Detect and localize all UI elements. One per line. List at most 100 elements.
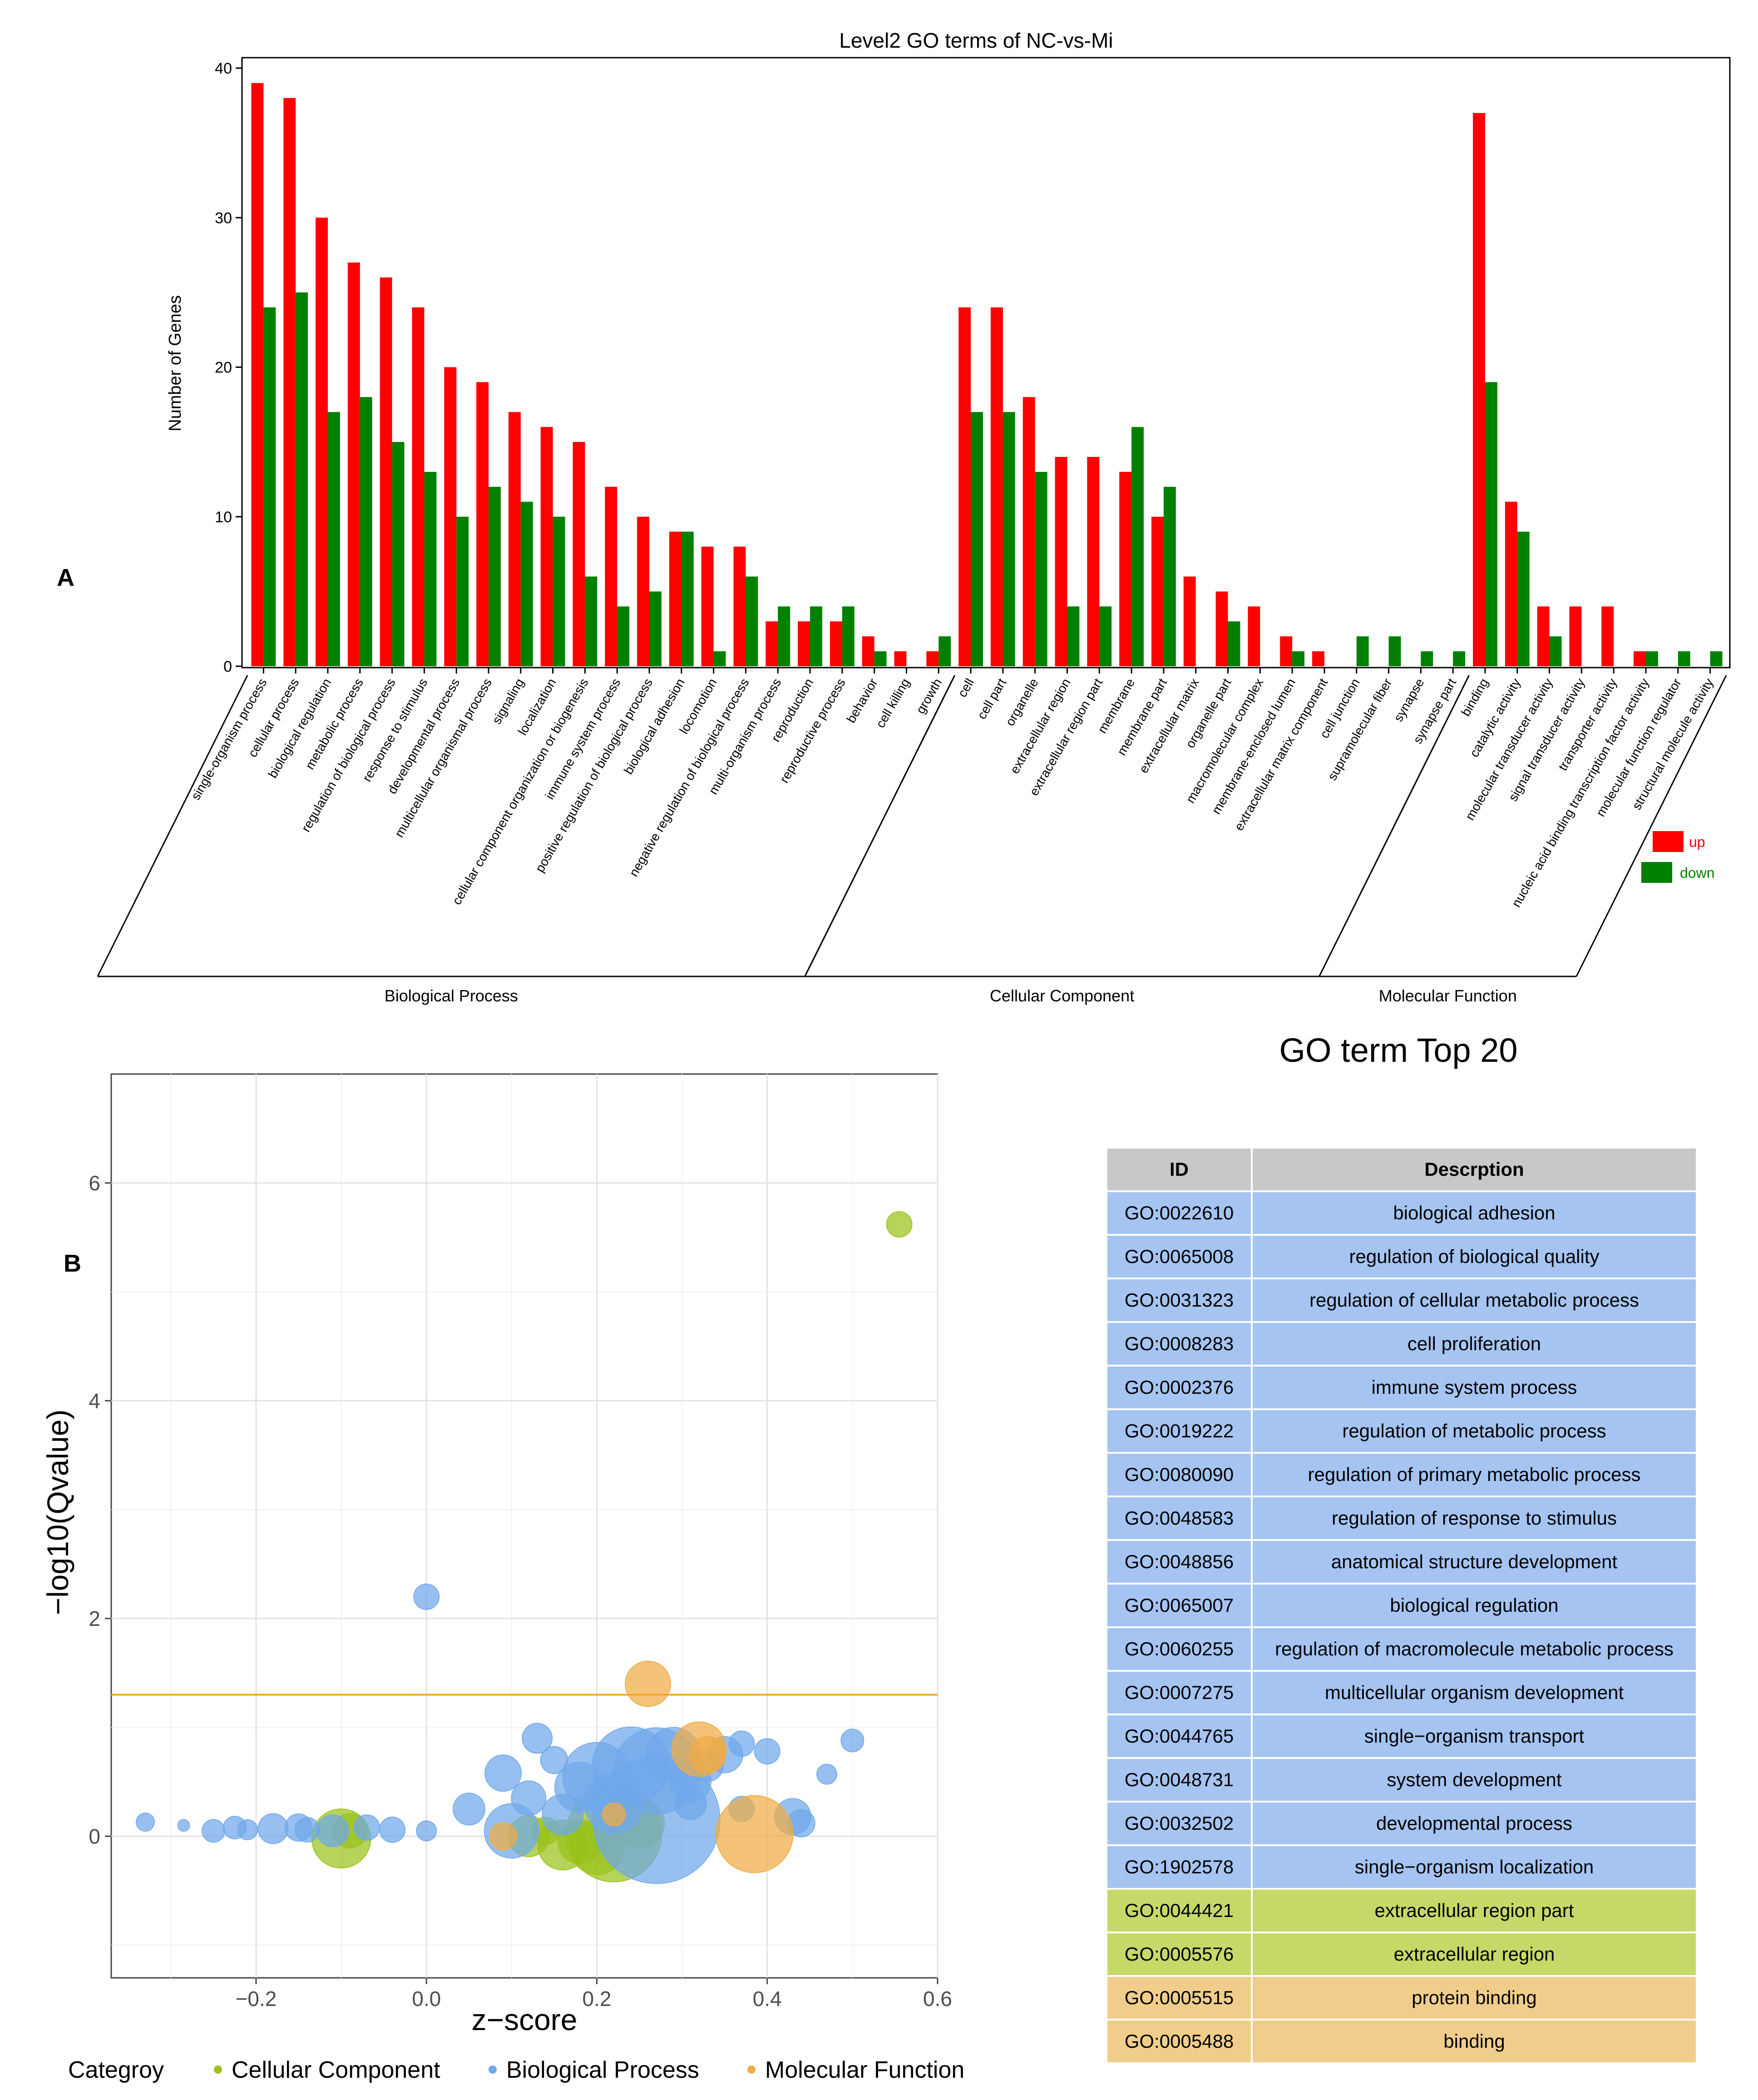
bubble-axes: −0.2 0.0 0.2 0.4 0.6 0 2 4 6 xyxy=(89,1171,952,2011)
header-description: Descrption xyxy=(1251,1147,1698,1192)
table-row: GO:0080090 regulation of primary metaboli… xyxy=(1106,1452,1698,1497)
go-description-cell: regulation of metabolic process xyxy=(1251,1408,1698,1454)
table-row: GO:0060255 regulation of macromolecule me… xyxy=(1106,1626,1698,1672)
table-row: GO:0065008 regulation of biological quali… xyxy=(1106,1234,1698,1279)
table-header-row: ID Descrption xyxy=(1106,1147,1698,1192)
bar-down xyxy=(681,531,694,666)
table-row: GO:0005515 protein binding xyxy=(1106,1975,1698,2021)
bar-up xyxy=(862,636,874,666)
bar-down xyxy=(810,606,822,666)
bar-y-tick-label: 10 xyxy=(215,509,232,526)
go-id-cell: GO:0002376 xyxy=(1106,1365,1253,1410)
bar-up xyxy=(669,531,681,666)
bar-down xyxy=(1517,531,1530,666)
bar-up xyxy=(605,486,617,666)
bar-down xyxy=(1453,651,1466,666)
go-description-cell: single−organism localization xyxy=(1251,1844,1698,1890)
bar-up xyxy=(894,651,907,666)
bar-up xyxy=(1280,636,1293,666)
bubble-point xyxy=(689,1736,726,1773)
bar-down xyxy=(1163,486,1176,666)
table-row: GO:0008283 cell proliferation xyxy=(1106,1321,1698,1367)
bar-up xyxy=(1087,457,1100,666)
bubble-legend-label: Cellular Component xyxy=(232,2057,440,2083)
bubble-chart: −0.2 0.0 0.2 0.4 0.6 0 2 4 6 z−score −log10(Qval… xyxy=(41,1073,964,2083)
table-row: GO:0048583 regulation of response to stim… xyxy=(1106,1496,1698,1541)
table-title: GO term Top 20 xyxy=(1279,1031,1518,1069)
bar-up xyxy=(701,546,714,666)
go-id-cell: GO:0005488 xyxy=(1106,2019,1253,2064)
bar-up xyxy=(1312,651,1324,666)
bar-down xyxy=(456,516,469,666)
bar-up xyxy=(1055,457,1067,666)
bubble-point xyxy=(416,1820,437,1842)
table-row: GO:0048731 system development xyxy=(1106,1757,1698,1803)
bar-up xyxy=(765,621,778,666)
go-id-cell: GO:0008283 xyxy=(1106,1321,1253,1367)
go-description-cell: extracellular region part xyxy=(1251,1888,1698,1933)
bubble-x-tick-label: 0.6 xyxy=(923,1987,952,2011)
bar-up xyxy=(508,412,521,666)
bubble-point xyxy=(136,1813,155,1832)
bubble-point xyxy=(294,1817,320,1842)
table-row: GO:0005488 binding xyxy=(1106,2019,1698,2064)
go-term-table: ID Descrption GO:0022610 biological adhes… xyxy=(1106,1147,1698,2064)
table-row: GO:0002376 immune system process xyxy=(1106,1365,1698,1410)
go-id-cell: GO:1902578 xyxy=(1106,1844,1253,1890)
bar-down xyxy=(585,576,598,666)
bubble-point xyxy=(816,1763,838,1785)
group-frame-left xyxy=(1318,675,1470,977)
bar-down xyxy=(489,486,501,666)
bar-down xyxy=(617,606,630,666)
bubble-point xyxy=(625,1660,672,1707)
bar-down xyxy=(1710,651,1723,666)
bar-up xyxy=(926,651,939,666)
bar-down xyxy=(1067,606,1080,666)
bar-group-frames: Biological Process Cellular Component Mole… xyxy=(97,675,1727,1005)
go-id-cell: GO:0065007 xyxy=(1106,1583,1253,1628)
bubble-point xyxy=(840,1729,864,1753)
legend-label-down: down xyxy=(1680,865,1715,881)
bar-chart: Level2 GO terms of NC-vs-Mi Number of Ge… xyxy=(97,29,1731,1005)
bubble-xlabel: z−score xyxy=(472,2003,578,2036)
bubble-x-tick-label: −0.2 xyxy=(236,1987,277,2011)
bar-up xyxy=(1151,516,1164,666)
go-id-cell: GO:0019222 xyxy=(1106,1408,1253,1454)
group-label: Cellular Component xyxy=(990,986,1134,1005)
bar-down xyxy=(713,651,726,666)
bar-up xyxy=(830,621,842,666)
bar-up xyxy=(347,262,360,666)
bar-category-label: binding xyxy=(1458,676,1491,719)
bar-up xyxy=(1215,591,1228,666)
go-description-cell: regulation of primary metabolic process xyxy=(1251,1452,1698,1497)
go-description-cell: anatomical structure development xyxy=(1251,1539,1698,1585)
bubble-x-tick-label: 0.2 xyxy=(583,1987,612,2011)
bar-down xyxy=(424,471,437,666)
bar-down xyxy=(360,397,372,666)
group-frame-left xyxy=(97,675,248,977)
go-description-cell: cell proliferation xyxy=(1251,1321,1698,1367)
bar-down xyxy=(1035,471,1047,666)
bar-up xyxy=(958,307,971,666)
bubble-point xyxy=(602,1803,626,1827)
bar-up xyxy=(412,307,425,666)
group-frame-left xyxy=(804,675,956,977)
bar-down xyxy=(1549,636,1562,666)
bar-down xyxy=(874,651,887,666)
bar-chart-ylabel: Number of Genes xyxy=(166,295,185,431)
bar-category-label: biological adhesion xyxy=(621,676,687,777)
bar-up xyxy=(1505,501,1517,666)
bar-up xyxy=(444,367,457,666)
bar-up xyxy=(1119,471,1132,666)
bar-category-label: cell xyxy=(955,676,977,700)
bubble-point xyxy=(316,1814,349,1847)
bubble-y-tick-label: 2 xyxy=(89,1607,100,1630)
go-id-cell: GO:0048856 xyxy=(1106,1539,1253,1585)
bar-y-tick-label: 20 xyxy=(215,359,232,376)
bubble-point xyxy=(413,1583,440,1610)
bar-category-label: signaling xyxy=(489,676,527,727)
bar-y-tick-label: 30 xyxy=(215,209,232,227)
bar-down xyxy=(1645,651,1658,666)
bubble-point xyxy=(257,1813,289,1844)
